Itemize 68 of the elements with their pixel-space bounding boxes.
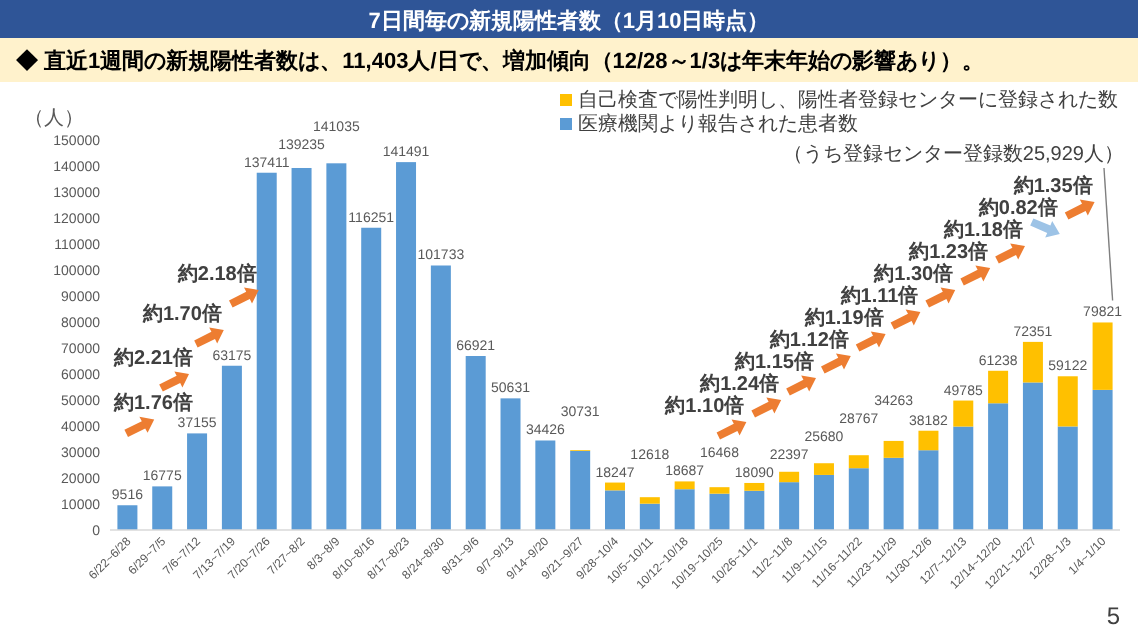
bar [361,227,382,530]
subtitle-band: ◆ 直近1週間の新規陽性者数は、11,403人/日で、増加傾向（12/28～1/3は年末年始の影響あり）。 [0,38,1138,82]
bar [674,489,695,530]
bar [848,455,869,469]
bar [152,486,173,530]
bar [1057,376,1078,427]
annotation: 約1.76倍 [112,391,193,416]
annotation: 約2.18倍 [175,262,257,286]
annotation: 約1.15倍 [733,350,814,374]
annotation: 約1.19倍 [802,306,884,330]
bar [221,365,242,530]
bar [918,430,939,451]
bar [605,490,625,530]
bar [709,493,730,530]
bar [187,433,208,530]
bar [1022,382,1043,530]
bar [883,440,904,458]
annotation: 約1.70倍 [140,302,222,326]
annotation: 約1.12倍 [767,328,849,352]
legend-label: 自己検査で陽性判明し、陽性者登録センターに登録された数 [578,88,1118,112]
bar [848,468,869,530]
bar [639,497,660,504]
bar [813,474,834,530]
legend-label: 医療機関より報告された患者数 [578,112,858,136]
annotation: 約2.21倍 [112,346,193,370]
bar [953,400,974,427]
bar [570,450,591,530]
chart-title: 7日間毎の新規陽性者数（1月10日時点） [368,8,770,34]
bar [256,172,277,530]
bar [1022,341,1043,383]
bar [779,471,800,483]
bar [988,403,1009,530]
annotation: 約0.82倍 [976,196,1058,220]
annotation: 約1.10倍 [663,394,745,418]
annotation: 約1.35倍 [1011,174,1093,198]
bar [1092,389,1113,530]
bar [744,482,765,491]
annotation: 約1.30倍 [872,262,954,286]
bar [988,370,1009,404]
bar [535,440,556,530]
bar [744,490,765,530]
bar [883,457,904,530]
bar [117,505,138,530]
bar [396,162,417,530]
bar [1092,322,1113,390]
bar [1057,426,1078,530]
header-band: 7日間毎の新規陽性者数（1月10日時点） [0,0,1138,38]
bar [465,356,486,530]
annotation: 約1.24倍 [698,372,780,396]
annotation: 約1.11倍 [838,284,919,308]
bar [605,482,625,491]
bar [326,163,347,530]
chart-subtitle: ◆ 直近1週間の新規陽性者数は、11,403人/日で、増加傾向（12/28～1/3は年末年始の影響あり）。 [16,48,985,74]
text: 5 [1106,602,1121,630]
bar [813,463,834,475]
y-axis-title: （人） [24,108,84,130]
bar [639,503,660,530]
annotation: 約1.23倍 [907,240,989,264]
bar [674,481,695,490]
bar [430,265,451,530]
bar [779,482,800,530]
bar [709,487,730,494]
bar [500,398,521,530]
annotation: 約1.18倍 [941,218,1023,242]
annotation: （うち登録センター登録数25,929人） [782,142,1124,166]
bar [953,426,974,530]
bar [291,167,312,530]
bar [918,450,939,530]
